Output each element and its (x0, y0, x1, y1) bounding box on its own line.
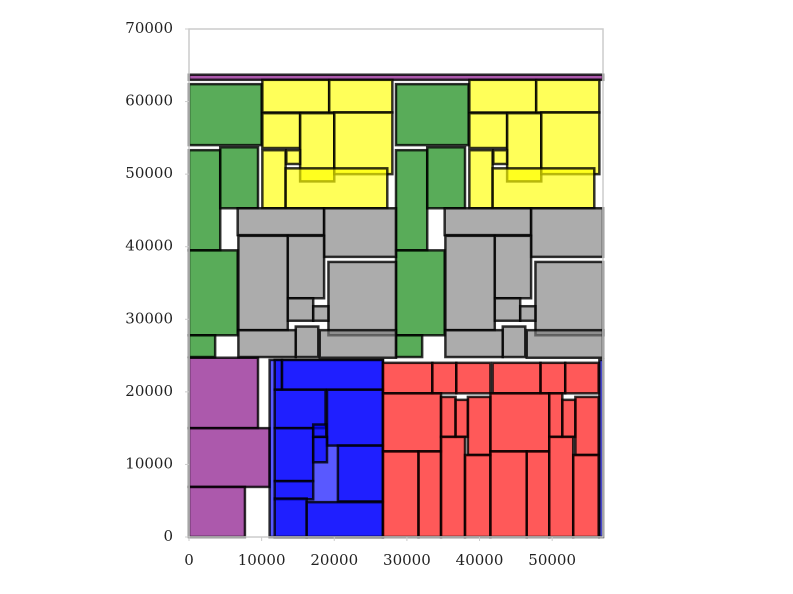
y-tick-label: 40000 (125, 237, 173, 255)
block (518, 304, 537, 322)
block (236, 207, 326, 237)
y-tick-label: 10000 (125, 454, 173, 472)
block (187, 249, 239, 337)
block (286, 296, 315, 322)
block (381, 450, 420, 539)
block (187, 82, 263, 147)
block (454, 398, 470, 439)
block (187, 356, 260, 430)
block (286, 234, 326, 300)
block (322, 207, 398, 259)
block (381, 361, 434, 395)
block (468, 78, 538, 114)
block (333, 111, 394, 176)
block (285, 148, 302, 166)
block (492, 148, 509, 166)
y-tick-label: 0 (163, 527, 173, 545)
block (466, 395, 492, 457)
block (444, 234, 497, 332)
block (540, 111, 601, 176)
block (548, 435, 575, 539)
block (237, 328, 298, 359)
block (273, 497, 308, 539)
block (561, 398, 577, 439)
block (261, 78, 331, 114)
x-tick-label: 10000 (238, 551, 286, 569)
block (439, 395, 457, 439)
block (294, 325, 320, 359)
block (261, 111, 302, 150)
block (394, 148, 429, 252)
block (318, 328, 398, 359)
x-tick-label: 20000 (310, 551, 358, 569)
block (417, 450, 443, 539)
block (574, 395, 600, 457)
y-tick-label: 60000 (125, 92, 173, 110)
block (489, 392, 551, 453)
block (311, 435, 329, 464)
x-tick-label: 40000 (456, 551, 504, 569)
block (327, 78, 394, 114)
block (273, 479, 315, 501)
block (305, 500, 385, 539)
block (336, 444, 385, 503)
block (273, 426, 315, 483)
block (218, 146, 260, 210)
block (325, 388, 385, 447)
block (273, 388, 327, 430)
block (525, 450, 551, 539)
block (394, 82, 470, 147)
block (187, 485, 247, 539)
block (431, 361, 458, 395)
block (534, 78, 601, 114)
plot-frame (188, 28, 604, 538)
x-tick-label: 50000 (528, 551, 576, 569)
y-tick-label: 20000 (125, 382, 173, 400)
block (187, 426, 271, 489)
block (311, 423, 328, 439)
block (489, 450, 528, 539)
y-tick-label: 50000 (125, 164, 173, 182)
block (425, 146, 467, 210)
block (444, 328, 505, 359)
block (187, 334, 217, 359)
x-tick-label: 30000 (383, 551, 431, 569)
block (311, 304, 330, 322)
block (394, 249, 446, 337)
block (468, 148, 494, 210)
block (501, 325, 527, 359)
block (493, 296, 522, 322)
block (539, 361, 567, 395)
block (563, 361, 600, 395)
y-tick-label: 70000 (125, 19, 173, 37)
x-tick-label: 0 (184, 551, 194, 569)
block (439, 435, 467, 539)
block (463, 453, 492, 539)
block (381, 392, 443, 453)
block (534, 260, 605, 337)
block (280, 358, 385, 391)
block (394, 334, 424, 359)
block (493, 234, 533, 300)
block (529, 207, 605, 259)
block (468, 111, 509, 150)
block (327, 260, 398, 337)
block (237, 234, 290, 332)
block (187, 148, 222, 252)
block (443, 207, 533, 237)
block (525, 328, 605, 359)
block (284, 167, 389, 210)
block (455, 361, 492, 395)
block (548, 392, 564, 439)
block (491, 361, 542, 395)
block (571, 453, 600, 539)
block (261, 148, 287, 210)
block (491, 167, 596, 210)
y-tick-label: 30000 (125, 309, 173, 327)
